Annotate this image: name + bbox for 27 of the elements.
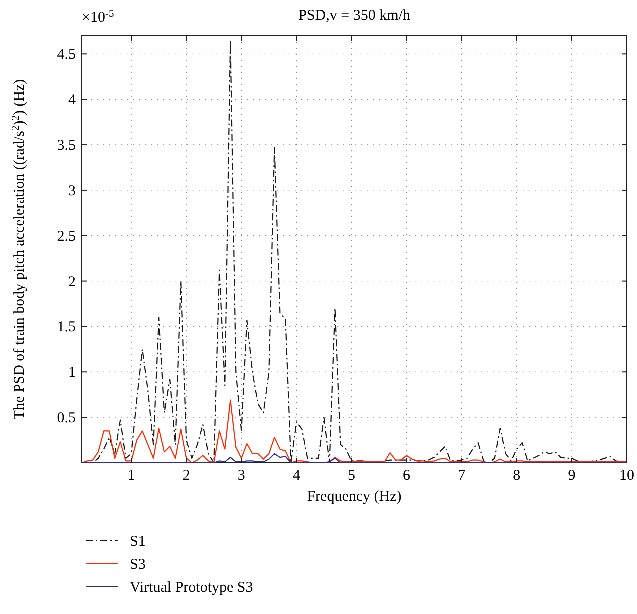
x-tick-label: 7 (458, 468, 466, 484)
y-tick-label: 1 (68, 365, 76, 382)
x-tick-label: 1 (128, 468, 136, 484)
y-tick-label: 3 (68, 183, 76, 200)
x-axis-title: Frequency (Hz) (307, 489, 402, 505)
x-tick-label: 4 (292, 468, 301, 484)
y-tick-label: 3.5 (57, 138, 76, 154)
x-tick-label: 9 (568, 468, 576, 484)
line-series (81, 400, 628, 464)
line-series (81, 453, 628, 464)
y-tick-label: 4 (68, 92, 76, 109)
chart-title: PSD,v = 350 km/h (298, 8, 411, 24)
x-tick-label: 10 (620, 468, 634, 484)
y-tick-label: 1.5 (57, 320, 76, 336)
legend-label: Virtual Prototype S3 (130, 580, 254, 596)
y-tick-label: 2.5 (57, 228, 76, 245)
y-tick-label: 4.5 (57, 47, 76, 64)
x-tick-label: 8 (513, 468, 521, 484)
x-tick-label: 6 (403, 468, 412, 484)
y-tick-label: 2 (68, 274, 76, 290)
text: ×10$^{-5}$ (82, 8, 114, 26)
y-tick-label: 0.5 (57, 410, 76, 427)
legend-label: S3 (130, 557, 146, 573)
x-tick-label: 3 (238, 468, 246, 484)
legend-label: S1 (130, 534, 146, 550)
x-tick-label: 5 (348, 468, 356, 484)
x-tick-label: 2 (182, 468, 190, 484)
